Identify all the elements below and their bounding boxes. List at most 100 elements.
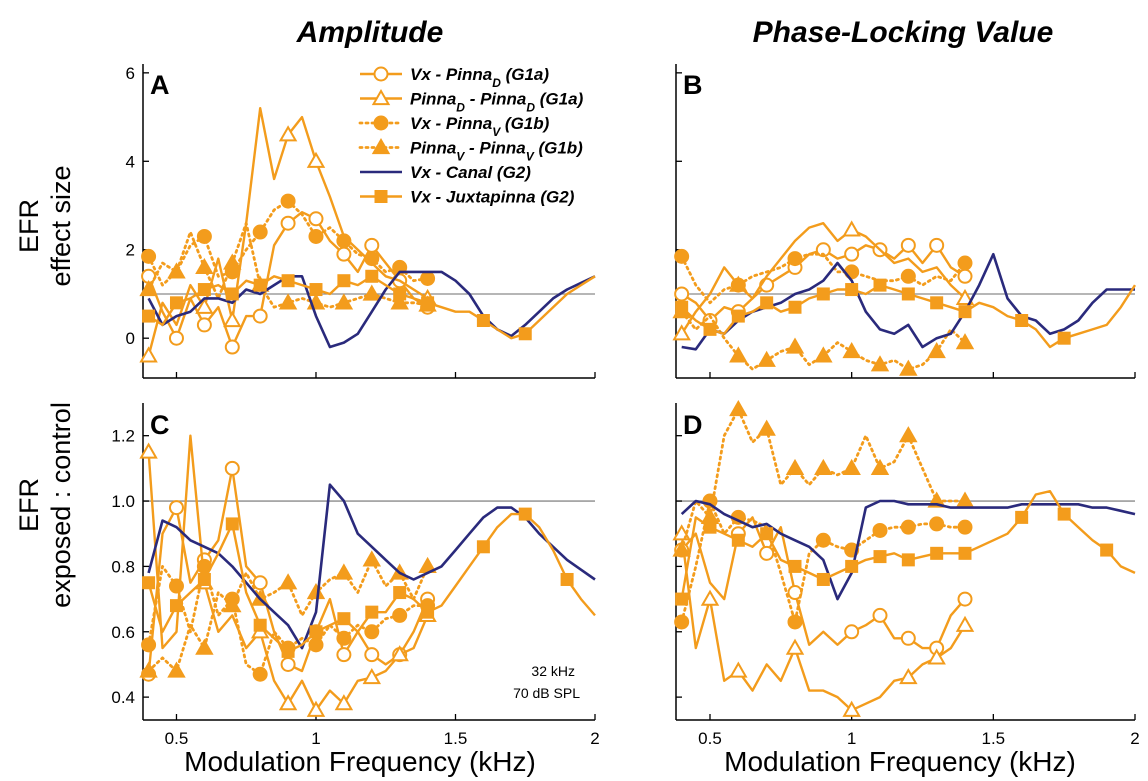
data-point bbox=[224, 339, 240, 355]
series-vx-juxtapinna-g2 bbox=[675, 490, 1136, 606]
x-tick-label: 1 bbox=[847, 729, 856, 748]
data-point bbox=[253, 278, 267, 292]
data-point bbox=[845, 559, 859, 573]
data-point bbox=[731, 309, 745, 323]
series-line bbox=[680, 408, 967, 552]
data-point bbox=[672, 540, 691, 557]
data-point bbox=[757, 419, 776, 436]
legend-label: Vx - PinnaD (G1a) bbox=[410, 65, 549, 90]
series-pinnav-pinnav-g1b bbox=[139, 550, 437, 678]
data-point bbox=[899, 426, 918, 443]
data-point bbox=[901, 553, 915, 567]
data-point bbox=[703, 322, 717, 336]
data-point bbox=[334, 694, 354, 711]
data-point bbox=[141, 637, 157, 653]
series-line bbox=[147, 199, 429, 287]
data-point bbox=[252, 575, 268, 591]
data-point bbox=[785, 638, 805, 655]
data-point bbox=[306, 151, 326, 168]
series-line bbox=[680, 490, 1136, 600]
data-point bbox=[729, 661, 748, 678]
data-point bbox=[280, 193, 296, 209]
y-tick-label: 4 bbox=[126, 152, 135, 171]
data-point bbox=[421, 605, 435, 619]
data-point bbox=[873, 550, 887, 564]
data-point bbox=[785, 458, 805, 475]
legend-label: PinnaV - PinnaV (G1b) bbox=[410, 139, 583, 164]
data-point bbox=[844, 624, 860, 640]
data-point bbox=[362, 284, 382, 301]
legend-item: PinnaV - PinnaV (G1b) bbox=[358, 137, 583, 164]
legend-marker bbox=[371, 137, 391, 155]
data-point bbox=[197, 572, 211, 586]
bottom-ylabel-line1: EFR bbox=[14, 478, 44, 532]
y-tick-label: 1.2 bbox=[111, 427, 135, 446]
data-point bbox=[845, 283, 859, 297]
data-point bbox=[142, 309, 156, 323]
series-line bbox=[680, 252, 967, 305]
data-point bbox=[281, 274, 295, 288]
data-point bbox=[760, 527, 774, 541]
series-vx-juxtapinna-g2 bbox=[142, 269, 596, 341]
data-point bbox=[364, 647, 380, 663]
series-line bbox=[680, 533, 967, 712]
data-point bbox=[814, 458, 833, 475]
legend-label: Vx - Canal (G2) bbox=[410, 163, 531, 182]
top-ylabel-line2: effect size bbox=[46, 165, 76, 286]
data-point bbox=[337, 612, 351, 626]
legend-item: Vx - PinnaV (G1b) bbox=[358, 114, 550, 139]
data-point bbox=[930, 546, 944, 560]
data-point bbox=[167, 661, 186, 678]
data-point bbox=[842, 220, 861, 237]
series-vx-pinnad-g1a bbox=[674, 237, 973, 329]
series-vx-juxtapinna-g2 bbox=[142, 507, 596, 658]
data-point bbox=[308, 637, 324, 653]
data-point bbox=[197, 283, 211, 297]
data-point bbox=[785, 337, 805, 354]
data-point bbox=[168, 330, 184, 346]
data-point bbox=[816, 287, 830, 301]
data-point bbox=[393, 287, 407, 301]
top-ylabel-line1: EFR bbox=[14, 199, 44, 253]
data-point bbox=[703, 520, 717, 534]
data-point bbox=[899, 359, 918, 376]
data-point bbox=[225, 287, 239, 301]
legend-marker bbox=[373, 115, 389, 131]
data-point bbox=[278, 573, 298, 590]
annotation-frequency: 32 kHz bbox=[531, 663, 575, 679]
series-line bbox=[680, 516, 966, 650]
bottom-ylabel-line2: exposed : control bbox=[46, 402, 76, 608]
data-point bbox=[757, 350, 776, 367]
x-tick-label: 1.5 bbox=[444, 729, 468, 748]
data-point bbox=[252, 224, 268, 240]
data-point bbox=[278, 125, 298, 142]
data-point bbox=[873, 278, 887, 292]
data-point bbox=[844, 246, 860, 262]
data-point bbox=[252, 666, 268, 682]
data-point bbox=[392, 607, 408, 623]
data-point bbox=[223, 310, 242, 328]
data-point bbox=[390, 645, 409, 662]
data-point bbox=[225, 517, 239, 531]
data-point bbox=[674, 614, 690, 630]
data-point bbox=[675, 592, 689, 606]
data-point bbox=[224, 460, 240, 476]
legend-item: Vx - Canal (G2) bbox=[360, 163, 531, 182]
data-point bbox=[337, 274, 351, 288]
data-point bbox=[253, 618, 267, 632]
data-point bbox=[955, 333, 975, 350]
data-point bbox=[393, 586, 407, 600]
data-point bbox=[1015, 510, 1029, 524]
data-point bbox=[759, 545, 775, 561]
data-point bbox=[929, 516, 945, 532]
data-point bbox=[420, 270, 436, 286]
data-point bbox=[362, 550, 382, 567]
data-point bbox=[195, 297, 214, 314]
data-point bbox=[223, 253, 242, 270]
data-point bbox=[1057, 507, 1071, 521]
series-pinnav-pinnav-g1b bbox=[672, 302, 975, 376]
data-point bbox=[872, 607, 888, 623]
data-point bbox=[901, 287, 915, 301]
data-point bbox=[842, 700, 861, 717]
data-point bbox=[364, 237, 380, 253]
